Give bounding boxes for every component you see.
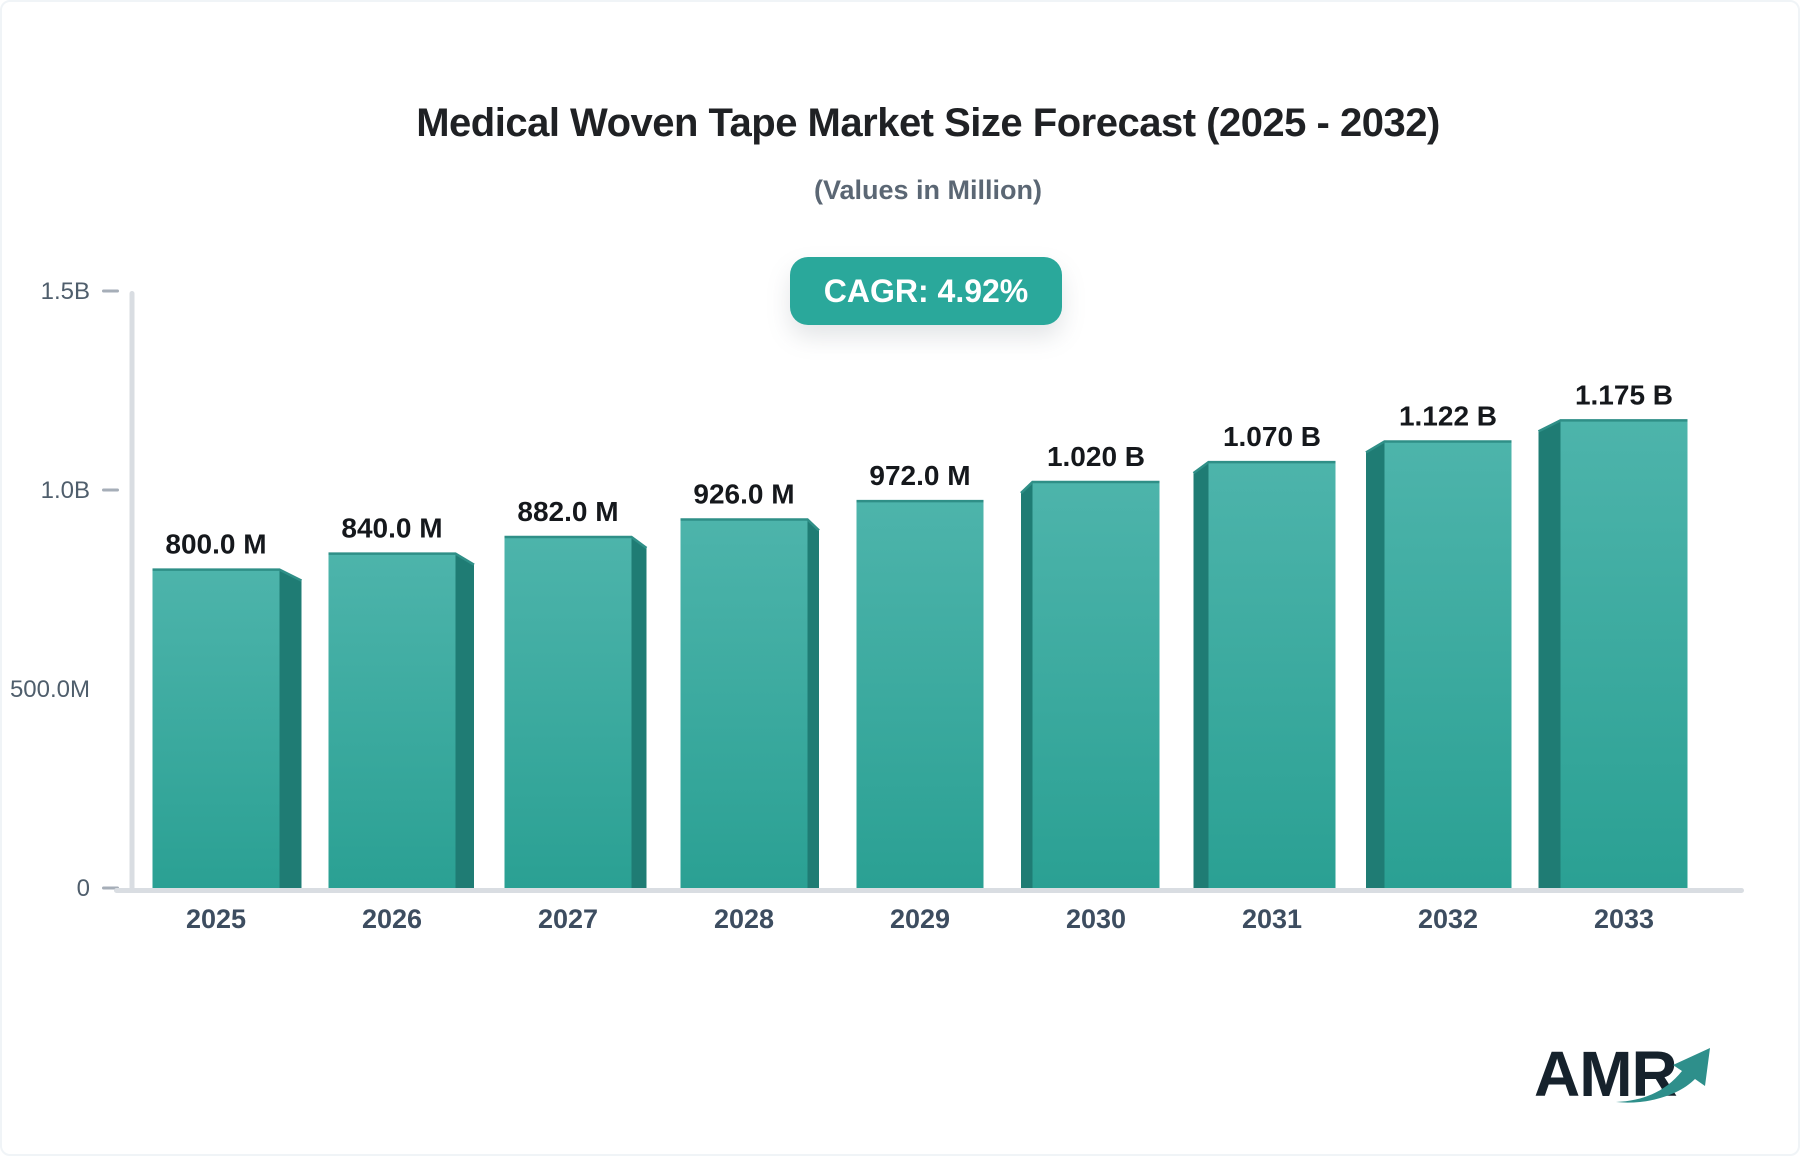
y-axis-label: 1.5B — [41, 278, 90, 305]
x-axis-label: 2032 — [1418, 904, 1478, 934]
bar-side-face — [1366, 441, 1385, 891]
bar-value-label: 1.020 B — [1047, 441, 1145, 472]
bar-top-edge — [328, 552, 475, 566]
y-axis-label: 0 — [77, 875, 90, 902]
bar-2028 — [680, 519, 808, 891]
bar-2031 — [1208, 462, 1336, 891]
bar-2027 — [504, 536, 632, 891]
chart-title: Medical Woven Tape Market Size Forecast … — [416, 101, 1440, 145]
y-axis-label: 1.0B — [41, 477, 90, 504]
bar-value-label: 882.0 M — [517, 496, 618, 527]
x-axis-label: 2029 — [890, 904, 950, 934]
x-axis-label: 2027 — [538, 904, 598, 934]
x-axis-line — [114, 888, 1744, 893]
bar-side-face — [279, 569, 302, 891]
bar-top-edge — [1537, 419, 1688, 433]
y-axis-tick — [102, 289, 119, 293]
bar-side-face — [807, 519, 819, 891]
bar-value-label: 1.175 B — [1575, 379, 1673, 410]
bar-top-edge — [680, 518, 820, 532]
x-axis-label: 2033 — [1594, 904, 1654, 934]
bar-value-label: 926.0 M — [693, 478, 794, 509]
bar-value-label: 972.0 M — [869, 460, 970, 491]
bar-2029 — [856, 501, 984, 891]
bar-value-label: 840.0 M — [341, 513, 442, 544]
bar-2025 — [152, 569, 280, 891]
bar-top-edge — [1020, 480, 1160, 494]
bar-2026 — [328, 553, 456, 891]
x-axis-label: 2031 — [1242, 904, 1302, 934]
y-axis-label: 500.0M — [10, 676, 90, 703]
x-axis-label: 2030 — [1066, 904, 1126, 934]
bar-top-edge — [1365, 440, 1512, 454]
chart-subtitle: (Values in Million) — [813, 175, 1043, 205]
x-axis-label: 2025 — [186, 904, 246, 934]
bar-side-face — [1193, 462, 1209, 891]
x-axis-label: 2028 — [714, 904, 774, 934]
bar-side-face — [631, 536, 647, 891]
bar-2030 — [1032, 482, 1160, 891]
bar-top-edge — [1192, 460, 1336, 475]
y-axis-tick — [102, 488, 119, 492]
bar-value-label: 1.122 B — [1399, 400, 1497, 431]
bar-side-face — [1021, 482, 1033, 891]
trend-up-arrow-icon — [1616, 1048, 1710, 1103]
bar-2032 — [1384, 441, 1512, 891]
x-axis-label: 2026 — [362, 904, 422, 934]
bar-top-edge — [152, 568, 303, 582]
bar-value-label: 800.0 M — [165, 529, 266, 560]
bar-side-face — [1538, 420, 1561, 891]
cagr-badge: CAGR: 4.92% — [790, 257, 1062, 325]
bar-value-label: 1.070 B — [1223, 421, 1321, 452]
y-axis-line — [129, 291, 135, 893]
bar-2033 — [1560, 420, 1688, 891]
bar-side-face — [455, 553, 474, 891]
amr-logo: AMR — [1534, 1038, 1754, 1130]
bar-top-edge — [504, 535, 648, 549]
